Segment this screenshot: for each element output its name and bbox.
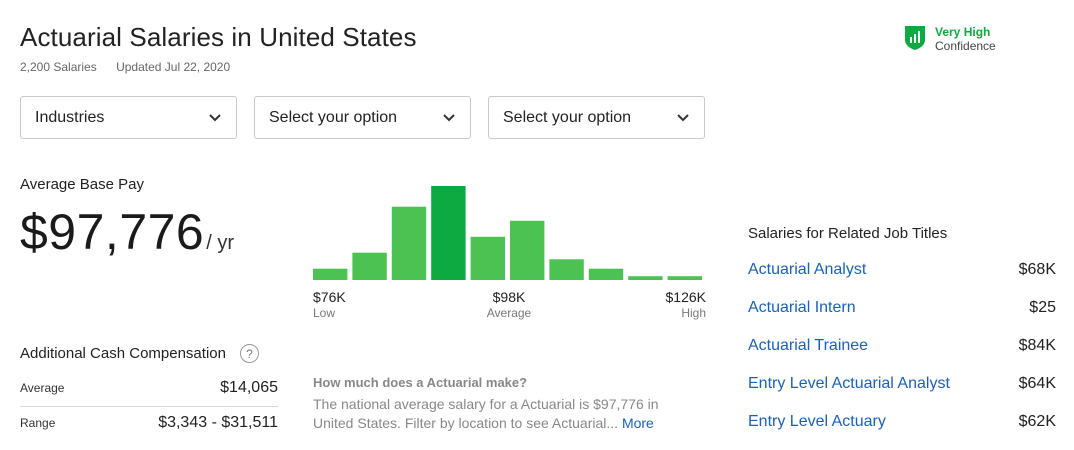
cash-average-row: Average $14,065 bbox=[20, 379, 278, 397]
confidence-badge: Very High Confidence bbox=[904, 25, 996, 53]
histogram-bar bbox=[667, 276, 702, 280]
related-job-link[interactable]: Actuarial Intern bbox=[748, 299, 856, 316]
x-label-value: $126K bbox=[665, 289, 706, 305]
chevron-down-icon bbox=[443, 113, 455, 121]
how-much-question: How much does a Actuarial make? bbox=[313, 375, 528, 390]
average-base-pay-label: Average Base Pay bbox=[20, 176, 144, 193]
salary-histogram bbox=[313, 186, 702, 280]
x-label-sub: Low bbox=[313, 306, 336, 320]
pay-unit: / yr bbox=[206, 232, 235, 254]
confidence-level: Very High bbox=[935, 25, 991, 39]
related-item: Entry Level Actuary $62K bbox=[748, 413, 1056, 431]
question-circle-icon[interactable]: ? bbox=[239, 344, 259, 363]
related-job-salary: $68K bbox=[1018, 261, 1056, 278]
related-job-link[interactable]: Actuarial Analyst bbox=[748, 261, 867, 278]
x-label-low: $76K Low bbox=[313, 289, 346, 320]
related-item: Actuarial Intern $25 bbox=[748, 299, 1056, 317]
cash-row-key: Range bbox=[20, 416, 56, 430]
histogram-bar bbox=[470, 236, 505, 280]
related-job-link[interactable]: Entry Level Actuarial Analyst bbox=[748, 375, 950, 392]
average-base-pay-value: $97,776/ yr bbox=[20, 203, 234, 261]
dropdown-label: Select your option bbox=[503, 108, 632, 126]
chevron-down-icon bbox=[677, 113, 689, 121]
page-title: Actuarial Salaries in United States bbox=[20, 22, 417, 52]
how-much-answer: The national average salary for a Actuar… bbox=[313, 395, 693, 433]
additional-cash-title: Additional Cash Compensation bbox=[20, 345, 226, 362]
page-meta: 2,200 Salaries Updated Jul 22, 2020 bbox=[20, 60, 230, 74]
related-item: Actuarial Analyst $68K bbox=[748, 261, 1056, 279]
histogram-bar bbox=[352, 252, 387, 280]
additional-cash-label: Additional Cash Compensation ? bbox=[20, 344, 259, 363]
divider bbox=[20, 406, 278, 407]
option-dropdown-2[interactable]: Select your option bbox=[488, 96, 705, 139]
related-titles-heading: Salaries for Related Job Titles bbox=[748, 225, 948, 242]
dropdown-label: Industries bbox=[35, 108, 105, 126]
related-job-salary: $84K bbox=[1018, 337, 1056, 354]
histogram-bar bbox=[588, 268, 624, 280]
related-job-salary: $62K bbox=[1018, 413, 1056, 430]
x-label-high: $126K High bbox=[666, 289, 706, 320]
pay-amount: $97,776 bbox=[20, 204, 205, 260]
histogram-bar-average bbox=[431, 186, 466, 280]
more-link[interactable]: More bbox=[621, 415, 654, 431]
how-much-answer-text: The national average salary for a Actuar… bbox=[313, 396, 659, 431]
histogram-bar bbox=[628, 276, 663, 280]
confidence-label: Confidence bbox=[935, 39, 996, 53]
option-dropdown-1[interactable]: Select your option bbox=[254, 96, 471, 139]
histogram-bar bbox=[549, 259, 584, 280]
histogram-bar bbox=[510, 220, 545, 280]
x-label-sub: Average bbox=[486, 306, 532, 320]
histogram-bar bbox=[391, 206, 427, 280]
cash-row-value: $3,343 - $31,511 bbox=[158, 414, 278, 431]
salaries-count: 2,200 Salaries bbox=[20, 60, 97, 74]
x-label-average: $98K Average bbox=[479, 289, 539, 320]
histogram-x-labels: $76K Low $98K Average $126K High bbox=[313, 289, 706, 325]
cash-row-value: $14,065 bbox=[220, 379, 278, 396]
industries-dropdown[interactable]: Industries bbox=[20, 96, 237, 139]
x-label-value: $76K bbox=[313, 289, 346, 305]
related-job-salary: $25 bbox=[1029, 299, 1056, 316]
histogram-bar bbox=[313, 268, 348, 280]
chevron-down-icon bbox=[209, 113, 221, 121]
related-item: Actuarial Trainee $84K bbox=[748, 337, 1056, 355]
cash-range-row: Range $3,343 - $31,511 bbox=[20, 414, 278, 432]
cash-row-key: Average bbox=[20, 381, 65, 395]
related-item: Entry Level Actuarial Analyst $64K bbox=[748, 375, 1056, 393]
x-label-value: $98K bbox=[492, 289, 526, 305]
updated-date: Updated Jul 22, 2020 bbox=[116, 60, 231, 74]
x-label-sub: High bbox=[681, 306, 706, 320]
related-job-link[interactable]: Entry Level Actuary bbox=[748, 413, 886, 430]
related-job-salary: $64K bbox=[1018, 375, 1056, 392]
dropdown-label: Select your option bbox=[269, 108, 398, 126]
related-job-link[interactable]: Actuarial Trainee bbox=[748, 337, 869, 354]
shield-bar-chart-icon bbox=[905, 26, 925, 50]
